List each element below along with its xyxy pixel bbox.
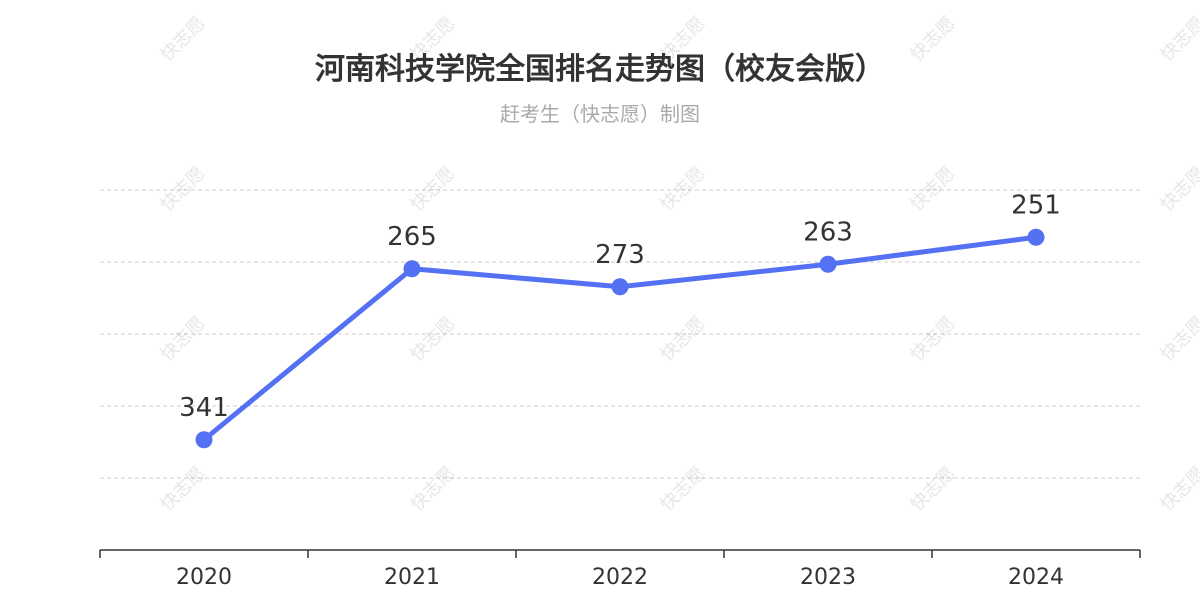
grid-lines [100, 189, 1140, 479]
data-label: 341 [179, 393, 229, 423]
x-tick-label: 2023 [800, 565, 856, 590]
x-axis: 2020 2021 2022 2023 2024 [99, 549, 1141, 590]
data-label: 251 [1011, 190, 1061, 220]
x-tick-label: 2024 [1008, 565, 1064, 590]
x-tick-label: 2020 [176, 565, 232, 590]
data-point[interactable] [195, 431, 213, 449]
data-point[interactable] [611, 278, 629, 296]
x-tick-label: 2022 [592, 565, 648, 590]
chart-subtitle: 赶考生（快志愿）制图 [500, 102, 700, 126]
data-label: 263 [803, 217, 853, 247]
data-label: 273 [595, 240, 645, 270]
data-point[interactable] [403, 260, 421, 278]
data-label: 265 [387, 222, 437, 252]
chart-title: 河南科技学院全国排名走势图（校友会版） [315, 52, 885, 87]
data-point[interactable] [1027, 228, 1045, 246]
x-tick-label: 2021 [384, 565, 440, 590]
data-label-layer: 341 265 273 263 251 [179, 190, 1061, 423]
data-point[interactable] [819, 255, 837, 273]
series-layer [195, 228, 1045, 449]
